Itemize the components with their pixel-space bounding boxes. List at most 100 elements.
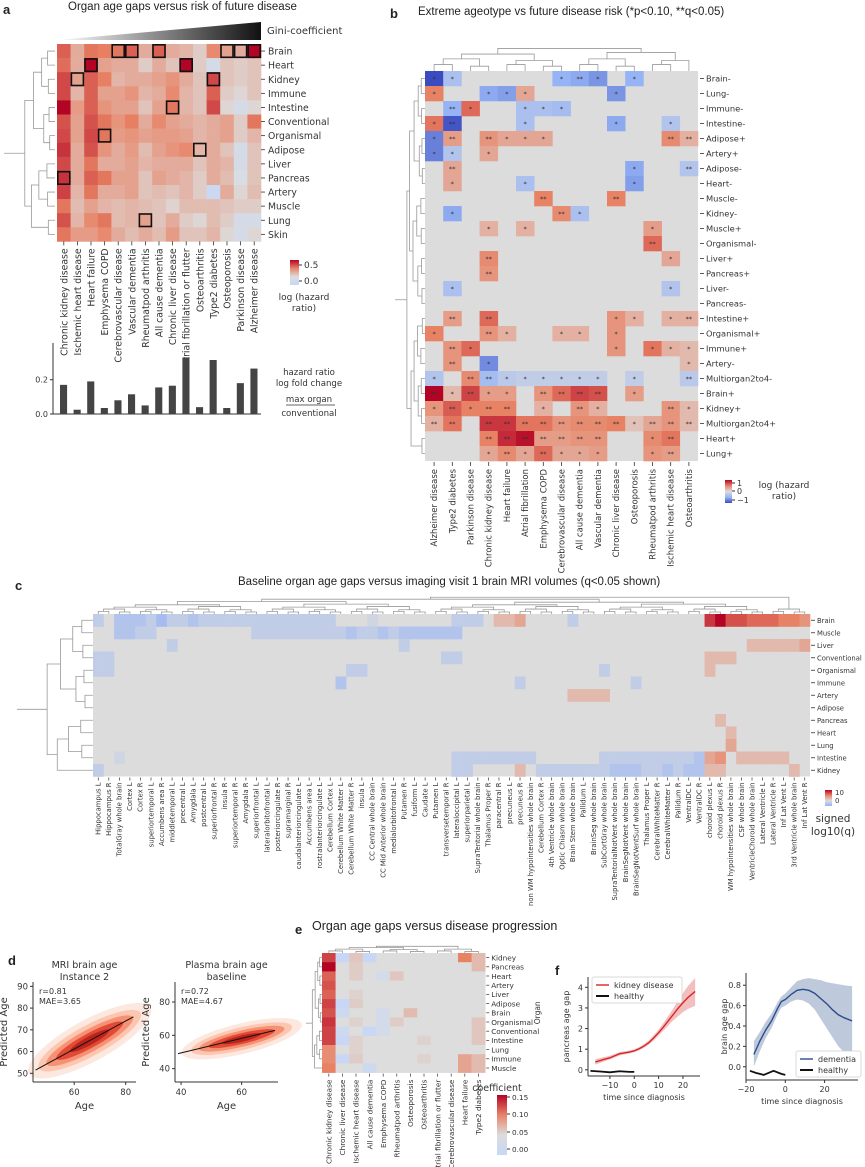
b-heatmap-cell — [425, 86, 444, 102]
b-row-dendrogram-link — [416, 205, 422, 237]
a-heatmap-cell — [70, 44, 85, 59]
c-heatmap-cell — [272, 614, 284, 627]
a-heatmap-cell — [220, 128, 235, 143]
b-heatmap-cell — [479, 146, 499, 162]
e-heatmap-cell — [471, 971, 486, 981]
c-row-label: Muscle — [817, 629, 841, 637]
f-pancreas-xtick-label: −10 — [601, 1081, 618, 1090]
a-heatmap-cell — [179, 44, 194, 59]
a-heatmap-cell — [179, 156, 194, 172]
a-bar-legend: conventional — [281, 409, 336, 419]
b-significance-mark: ** — [504, 450, 511, 458]
c-heatmap-cell — [799, 639, 811, 652]
c-heatmap-cell — [156, 614, 168, 627]
a-heatmap-cell — [193, 170, 207, 186]
b-heatmap-cell — [479, 311, 499, 327]
a-heatmap-cell — [70, 227, 85, 242]
b-heatmap-cell — [534, 371, 553, 387]
e-heatmap-cell — [444, 962, 459, 972]
a-heatmap-cell — [84, 114, 99, 129]
b-row-dendrogram-link — [406, 190, 412, 409]
a-bar — [250, 368, 258, 414]
b-significance-mark: * — [669, 345, 673, 353]
c-heatmap-cell — [746, 751, 758, 765]
b-significance-mark: ** — [595, 390, 602, 398]
e-row-label: Immune — [491, 1055, 522, 1064]
e-cb-tick-label: 0.05 — [512, 1128, 528, 1137]
e-heatmap-cell — [362, 989, 377, 1000]
a-heatmap-cell — [247, 58, 262, 73]
a-row-label: Organismal — [268, 131, 321, 142]
a-heatmap-cell — [165, 199, 180, 214]
a-heatmap-cell — [125, 58, 139, 73]
a-heatmap-cell — [165, 170, 180, 186]
a-heatmap-cell — [165, 86, 180, 101]
a-heatmap-cell — [125, 213, 139, 228]
c-heatmap-cell — [778, 639, 790, 652]
c-heatmap-cell — [767, 751, 779, 765]
a-bar — [236, 383, 244, 414]
c-col-label: superiortemporal R — [232, 782, 240, 848]
b-significance-mark: ** — [576, 405, 583, 413]
a-heatmap-cell — [179, 72, 194, 87]
a-heatmap-cell — [247, 142, 262, 158]
a-heatmap-cell — [220, 227, 235, 242]
e-heatmap-cell — [362, 1026, 377, 1037]
a-heatmap-cell — [138, 156, 153, 172]
e-heatmap-cell — [430, 1026, 445, 1037]
f-brain-xlabel: time since diagnosis — [761, 1097, 843, 1106]
e-heatmap-cell — [335, 953, 350, 963]
e-col-label: Chronic liver disease — [338, 1079, 347, 1155]
b-significance-mark: * — [669, 315, 673, 323]
b-row-label: Heart- — [706, 179, 732, 189]
c-heatmap-cell — [757, 751, 769, 765]
c-row-label: Artery — [817, 692, 838, 700]
a-heatmap-cell — [220, 58, 235, 73]
e-heatmap-cell — [403, 1054, 418, 1064]
b-heatmap-cell — [425, 116, 444, 132]
b-significance-mark: * — [505, 330, 509, 338]
b-significance-mark: ** — [649, 420, 656, 428]
b-heatmap-cell — [607, 341, 626, 357]
e-heatmap-cell — [390, 971, 404, 981]
b-col-label: Rheumatpod arthritis — [649, 468, 659, 559]
c-col-label: medialorbitofrontal L — [390, 782, 398, 853]
c-heatmap-cell — [472, 614, 484, 627]
b-significance-mark: * — [578, 330, 582, 338]
c-col-label: Cerebellum Cortex L — [327, 782, 335, 852]
e-heatmap-cell — [417, 999, 432, 1009]
e-heatmap-cell — [444, 980, 459, 991]
e-heatmap-cell — [322, 999, 336, 1009]
c-col-label: BrainSegNotVent whole brain — [622, 783, 630, 883]
e-heatmap-cell — [376, 999, 391, 1009]
c-heatmap-cell — [208, 614, 220, 627]
e-heatmap-cell — [376, 980, 391, 991]
a-heatmap-cell — [233, 86, 248, 101]
b-col-label: Vascular dementia — [594, 469, 604, 548]
c-heatmap-cell — [166, 614, 178, 627]
e-heatmap-cell — [471, 1054, 486, 1064]
a-heatmap-cell — [247, 199, 262, 214]
c-heatmap-cell — [651, 764, 663, 777]
c-heatmap-cell — [324, 614, 336, 627]
a-heatmap-cell — [247, 44, 262, 59]
b-significance-mark: ** — [449, 165, 456, 173]
e-heatmap-cell — [322, 953, 336, 963]
c-heatmap-cell — [683, 764, 695, 777]
a-heatmap-cell — [97, 72, 112, 87]
a-col-label: Atrial fibrillation or flutter — [182, 248, 193, 366]
b-heatmap-cell — [661, 251, 681, 267]
a-heatmap-cell — [165, 72, 180, 87]
c-heatmap-cell — [493, 614, 505, 627]
a-heatmap-cell — [84, 128, 99, 143]
a-heatmap-cell — [247, 114, 262, 129]
b-heatmap-cell — [570, 431, 590, 447]
c-heatmap-cell — [261, 614, 273, 627]
a-heatmap-cell — [233, 185, 248, 200]
b-row-label: Adipose+ — [706, 134, 746, 144]
e-heatmap-cell — [403, 1045, 418, 1055]
c-heatmap-cell — [282, 626, 294, 640]
b-significance-mark: * — [578, 450, 582, 458]
e-heatmap-cell — [430, 1008, 445, 1018]
e-heatmap-cell — [376, 1063, 391, 1073]
